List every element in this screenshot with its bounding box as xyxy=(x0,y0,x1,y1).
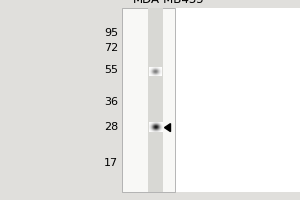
Text: 55: 55 xyxy=(104,65,118,75)
Text: MDA-MB435: MDA-MB435 xyxy=(133,0,204,6)
Bar xyxy=(148,8,163,192)
Text: 95: 95 xyxy=(104,28,118,38)
Text: 17: 17 xyxy=(104,158,118,168)
Text: 28: 28 xyxy=(104,122,118,132)
Polygon shape xyxy=(164,124,170,132)
Text: 72: 72 xyxy=(104,43,118,53)
Bar xyxy=(122,8,175,192)
Text: 36: 36 xyxy=(104,97,118,107)
Bar xyxy=(175,8,300,192)
